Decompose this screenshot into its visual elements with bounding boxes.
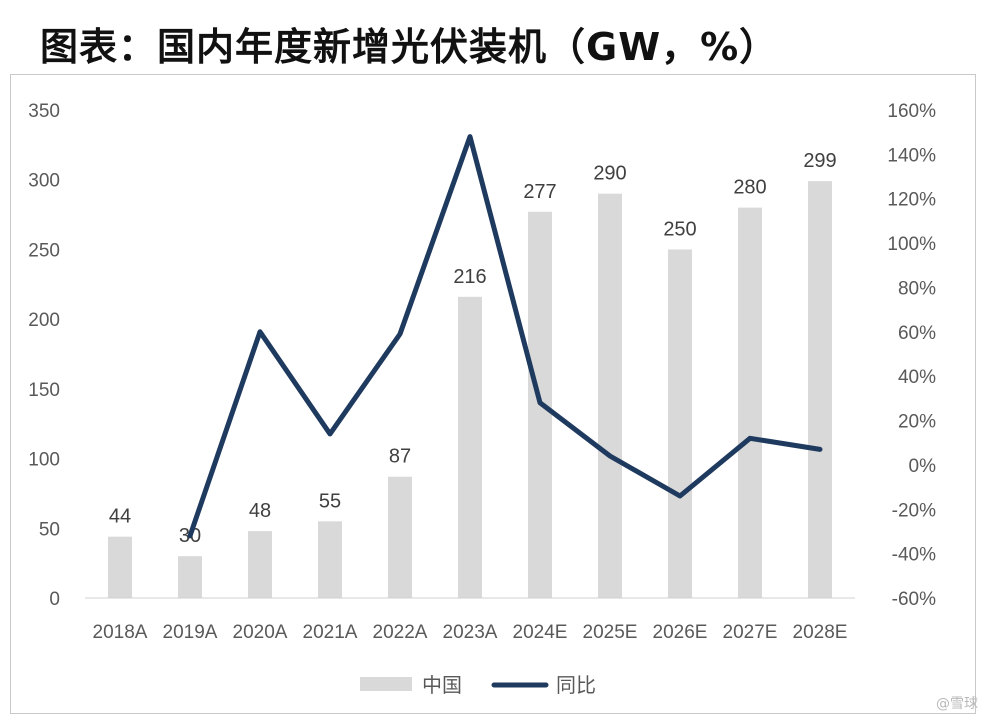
y-left-tick-label: 100: [28, 450, 60, 471]
data-label: 55: [319, 490, 341, 512]
x-tick-label: 2022A: [373, 622, 428, 643]
y-right-tick-label: 40%: [898, 367, 936, 388]
y-right-tick-label: 0%: [909, 456, 937, 477]
x-tick-label: 2028E: [793, 622, 848, 643]
y-right-tick-label: 80%: [898, 278, 936, 299]
x-tick-label: 2024E: [513, 622, 568, 643]
y-left-tick-label: 300: [28, 171, 60, 192]
bar: [458, 296, 482, 598]
x-tick-label: 2026E: [653, 622, 708, 643]
data-label: 48: [249, 500, 271, 522]
y-right-tick-label: -20%: [892, 500, 936, 521]
x-tick-label: 2018A: [93, 622, 148, 643]
x-axis: 2018A 2019A 2020A 2021A 2022A 2023A 2024E 2025E…: [85, 597, 855, 643]
data-label: 280: [733, 177, 766, 199]
y-right-tick-label: -40%: [892, 545, 936, 566]
bar: [388, 476, 412, 598]
legend-label-line: 同比: [556, 673, 596, 697]
y-right-tick-label: -60%: [892, 589, 936, 610]
x-tick-label: 2020A: [233, 622, 288, 643]
y-left-tick-label: 350: [28, 101, 60, 122]
y-left-tick-label: 0: [49, 589, 60, 610]
chart-frame: [10, 74, 976, 714]
watermark-text: @雪球: [936, 696, 978, 712]
y-left-tick-label: 200: [28, 310, 60, 331]
x-tick-label: 2019A: [163, 622, 218, 643]
line-layer: [187, 134, 823, 539]
bar: [738, 207, 762, 598]
y-right-tick-label: 140%: [887, 145, 936, 166]
x-tick-label: 2025E: [583, 622, 638, 643]
bar: [178, 556, 202, 598]
x-tick-label: 2021A: [303, 622, 358, 643]
y-left-tick-label: 150: [28, 380, 60, 401]
bar: [668, 249, 692, 598]
bars-layer: [108, 181, 832, 599]
y-right-tick-label: 120%: [887, 190, 936, 211]
bar: [318, 521, 342, 598]
left-axis: 0 50 100 150 200 250 300 350: [28, 101, 60, 610]
legend-label-bar: 中国: [422, 673, 462, 697]
x-tick-label: 2027E: [723, 622, 778, 643]
y-right-tick-label: 60%: [898, 323, 936, 344]
legend: 中国 同比: [360, 673, 596, 697]
data-label: 290: [593, 163, 626, 185]
data-label: 44: [109, 506, 131, 528]
bar: [248, 531, 272, 598]
bar: [808, 181, 832, 598]
chart-title: 图表：国内年度新增光伏装机（GW，%）: [40, 25, 779, 69]
series-line-yoy: [187, 134, 823, 539]
bar: [108, 536, 132, 598]
y-right-tick-label: 100%: [887, 234, 936, 255]
data-label: 216: [453, 266, 486, 288]
data-label: 87: [389, 446, 411, 468]
data-label: 250: [663, 218, 696, 240]
data-label: 299: [803, 150, 836, 172]
right-axis: -60% -40% -20% 0% 20% 40% 60% 80% 100% 120% 140% 16…: [887, 101, 936, 610]
y-right-tick-label: 160%: [887, 101, 936, 122]
x-tick-label: 2023A: [443, 622, 498, 643]
y-left-tick-label: 50: [39, 519, 60, 540]
legend-swatch-bar: [360, 677, 412, 691]
y-right-tick-label: 20%: [898, 412, 936, 433]
y-left-tick-label: 250: [28, 240, 60, 261]
bar: [598, 193, 622, 598]
data-label: 277: [523, 181, 556, 203]
